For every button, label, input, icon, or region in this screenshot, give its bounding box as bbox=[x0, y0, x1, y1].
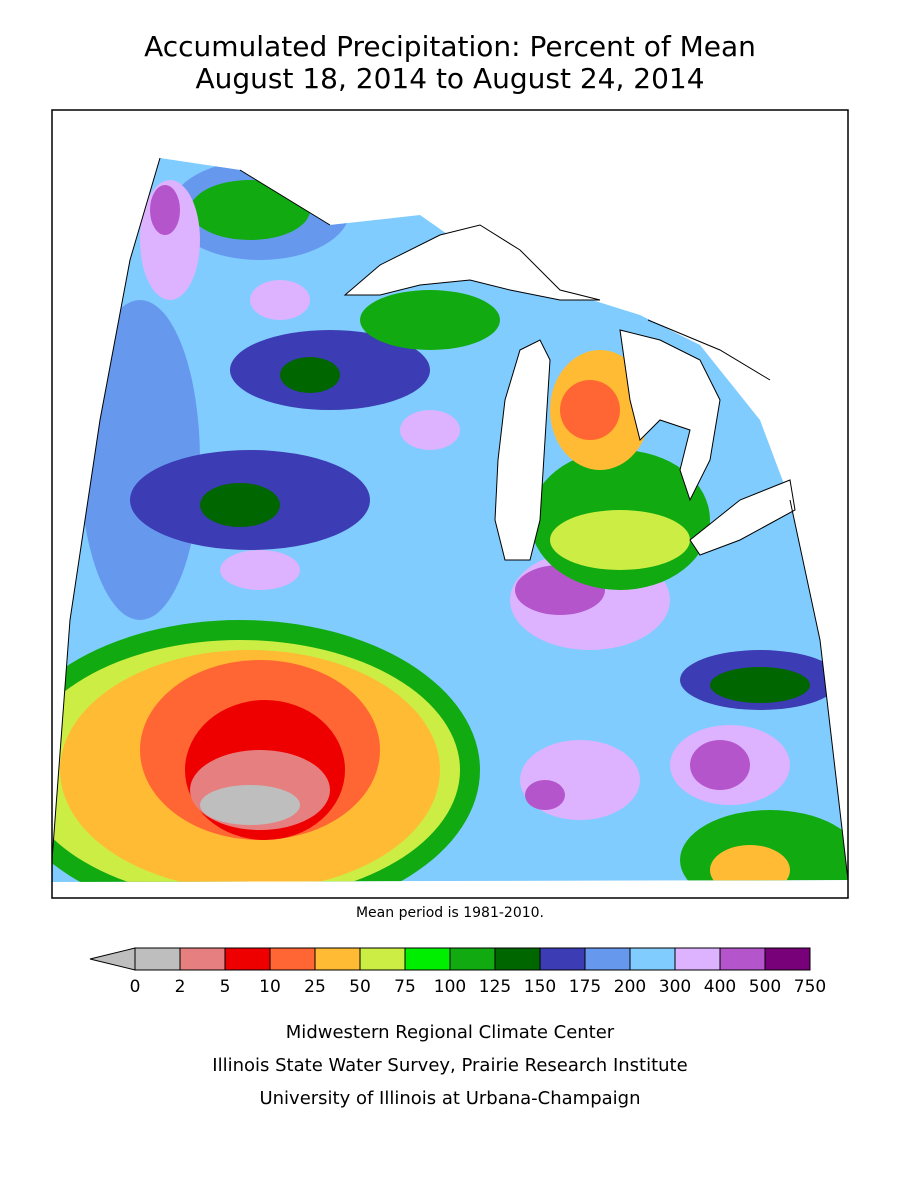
title-line: Accumulated Precipitation: Percent of Me… bbox=[144, 30, 756, 63]
colorbar-label: 200 bbox=[614, 977, 646, 997]
colorbar-box bbox=[224, 947, 271, 971]
colorbar-box bbox=[584, 947, 631, 971]
colorbar-box bbox=[134, 947, 181, 971]
credit: University of Illinois at Urbana-Champai… bbox=[259, 1088, 640, 1109]
colorbar-label: 175 bbox=[569, 977, 601, 997]
colorbar-box bbox=[719, 947, 766, 971]
colorbar-box bbox=[314, 947, 361, 971]
colorbar-box bbox=[359, 947, 406, 971]
colorbar-label: 75 bbox=[394, 977, 416, 997]
lakes bbox=[343, 224, 796, 561]
colorbar-label: 300 bbox=[659, 977, 691, 997]
colorbar-box bbox=[674, 947, 721, 971]
colorbar-label: 150 bbox=[524, 977, 556, 997]
note: Mean period is 1981-2010. bbox=[356, 905, 544, 921]
map-frame bbox=[51, 109, 849, 899]
credit: Illinois State Water Survey, Prairie Res… bbox=[212, 1055, 687, 1076]
colorbar-label: 0 bbox=[130, 977, 141, 997]
colorbar-box bbox=[494, 947, 541, 971]
colorbar-box bbox=[764, 947, 811, 971]
colorbar-label: 750 bbox=[794, 977, 826, 997]
colorbar-label: 10 bbox=[259, 977, 281, 997]
colorbar-label: 500 bbox=[749, 977, 781, 997]
colorbar-box bbox=[539, 947, 586, 971]
colorbar-label: 125 bbox=[479, 977, 511, 997]
colorbar-box bbox=[449, 947, 496, 971]
colorbar-extension bbox=[89, 947, 136, 971]
colorbar-label: 5 bbox=[220, 977, 231, 997]
map bbox=[51, 109, 849, 899]
colorbar-label: 25 bbox=[304, 977, 326, 997]
colorbar-box bbox=[629, 947, 676, 971]
title-line: August 18, 2014 to August 24, 2014 bbox=[195, 62, 704, 95]
colorbar-label: 50 bbox=[349, 977, 371, 997]
colorbar-box bbox=[404, 947, 451, 971]
colorbar-label: 400 bbox=[704, 977, 736, 997]
credit: Midwestern Regional Climate Center bbox=[286, 1022, 615, 1043]
colorbar-label: 100 bbox=[434, 977, 466, 997]
colorbar-label: 2 bbox=[175, 977, 186, 997]
boundaries bbox=[51, 157, 849, 881]
colorbar-box bbox=[179, 947, 226, 971]
colorbar: 0 2 5 10 25 50 75 100 125 150 175 200 300 400 500 750 bbox=[89, 947, 826, 997]
colorbar-box bbox=[269, 947, 316, 971]
